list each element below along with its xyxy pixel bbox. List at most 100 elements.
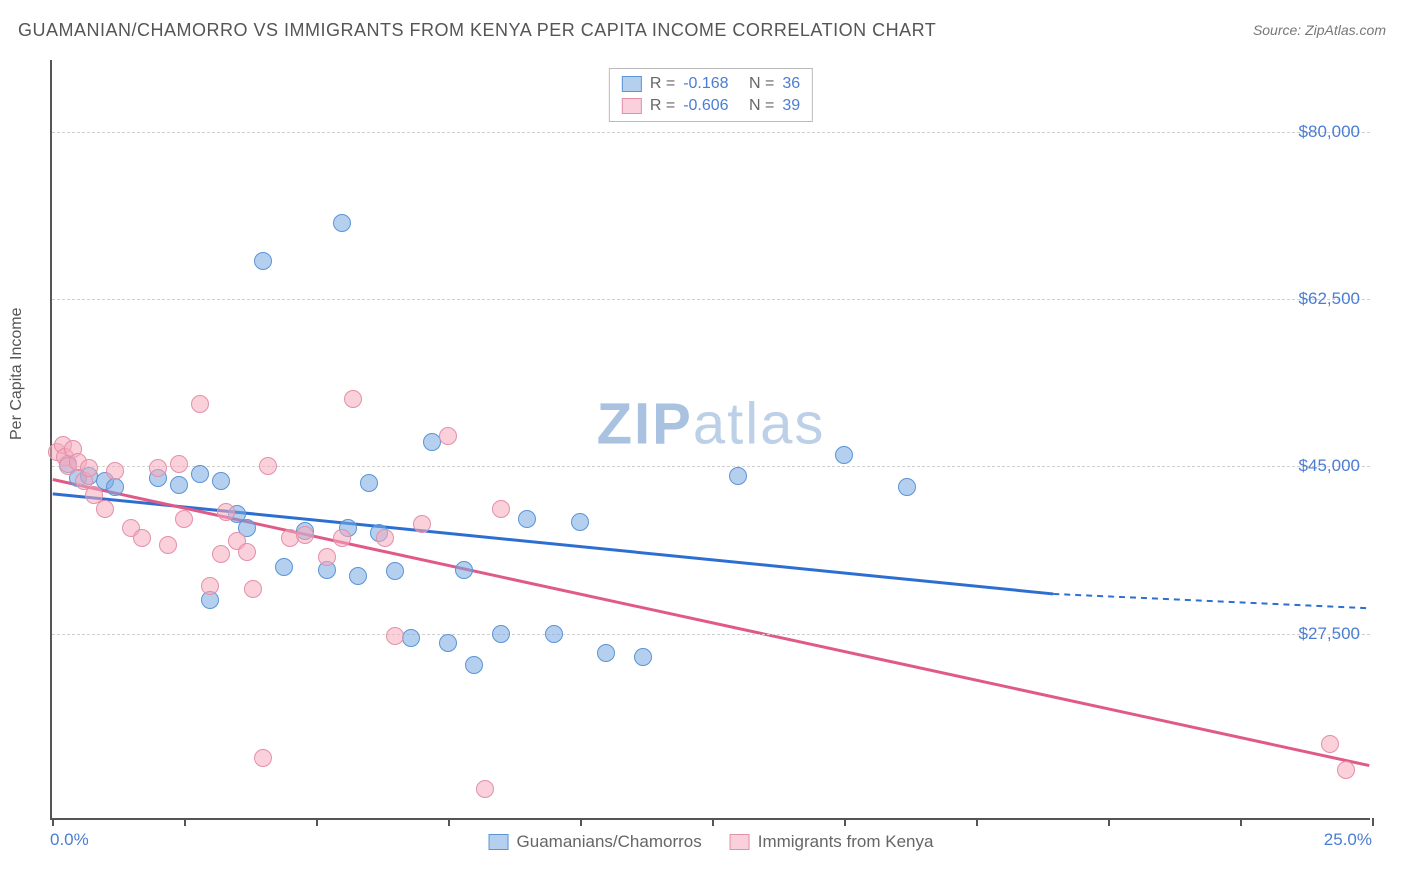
series-legend: Guamanians/Chamorros Immigrants from Ken… bbox=[489, 832, 934, 852]
data-point bbox=[318, 548, 336, 566]
legend-swatch-0 bbox=[622, 76, 642, 92]
y-tick-label: $62,500 bbox=[1299, 289, 1360, 309]
data-point bbox=[835, 446, 853, 464]
data-point bbox=[217, 503, 235, 521]
data-point bbox=[402, 629, 420, 647]
legend-swatch-1 bbox=[622, 98, 642, 114]
x-tick bbox=[844, 818, 846, 826]
data-point bbox=[254, 749, 272, 767]
legend-bottom-label-0: Guamanians/Chamorros bbox=[517, 832, 702, 852]
data-point bbox=[349, 567, 367, 585]
data-point bbox=[492, 625, 510, 643]
watermark-atlas: atlas bbox=[693, 391, 826, 456]
data-point bbox=[476, 780, 494, 798]
data-point bbox=[344, 390, 362, 408]
r-value-0: -0.168 bbox=[683, 73, 728, 95]
y-axis-label: Per Capita Income bbox=[8, 307, 26, 440]
plot-area: ZIPatlas R = -0.168 N = 36 R = -0.606 N … bbox=[50, 60, 1370, 820]
data-point bbox=[201, 577, 219, 595]
x-tick bbox=[1372, 818, 1374, 826]
data-point bbox=[1337, 761, 1355, 779]
data-point bbox=[191, 395, 209, 413]
data-point bbox=[333, 214, 351, 232]
legend-bottom-swatch-0 bbox=[489, 834, 509, 850]
data-point bbox=[413, 515, 431, 533]
data-point bbox=[455, 561, 473, 579]
legend-bottom-label-1: Immigrants from Kenya bbox=[758, 832, 934, 852]
data-point bbox=[376, 529, 394, 547]
data-point bbox=[597, 644, 615, 662]
data-point bbox=[238, 543, 256, 561]
n-value-0: 36 bbox=[782, 73, 800, 95]
data-point bbox=[212, 545, 230, 563]
data-point bbox=[634, 648, 652, 666]
legend-item-1: Immigrants from Kenya bbox=[730, 832, 934, 852]
legend-row-1: R = -0.606 N = 39 bbox=[622, 95, 800, 117]
data-point bbox=[275, 558, 293, 576]
x-tick bbox=[316, 818, 318, 826]
gridline bbox=[52, 466, 1370, 467]
r-label-0: R = bbox=[650, 73, 675, 95]
data-point bbox=[159, 536, 177, 554]
data-point bbox=[386, 627, 404, 645]
n-label-1: N = bbox=[749, 95, 774, 117]
data-point bbox=[96, 500, 114, 518]
data-point bbox=[80, 459, 98, 477]
data-point bbox=[170, 455, 188, 473]
legend-item-0: Guamanians/Chamorros bbox=[489, 832, 702, 852]
x-tick bbox=[448, 818, 450, 826]
correlation-legend: R = -0.168 N = 36 R = -0.606 N = 39 bbox=[609, 68, 813, 122]
data-point bbox=[259, 457, 277, 475]
data-point bbox=[492, 500, 510, 518]
data-point bbox=[465, 656, 483, 674]
x-tick bbox=[976, 818, 978, 826]
data-point bbox=[386, 562, 404, 580]
x-tick bbox=[712, 818, 714, 826]
data-point bbox=[149, 459, 167, 477]
data-point bbox=[244, 580, 262, 598]
gridline bbox=[52, 132, 1370, 133]
n-label-0: N = bbox=[749, 73, 774, 95]
gridline bbox=[52, 299, 1370, 300]
x-axis-min-label: 0.0% bbox=[50, 830, 89, 850]
data-point bbox=[254, 252, 272, 270]
data-point bbox=[545, 625, 563, 643]
x-tick bbox=[184, 818, 186, 826]
x-tick bbox=[1108, 818, 1110, 826]
r-label-1: R = bbox=[650, 95, 675, 117]
data-point bbox=[360, 474, 378, 492]
x-tick bbox=[580, 818, 582, 826]
legend-bottom-swatch-1 bbox=[730, 834, 750, 850]
data-point bbox=[191, 465, 209, 483]
data-point bbox=[439, 427, 457, 445]
watermark: ZIPatlas bbox=[597, 390, 826, 457]
y-tick-label: $45,000 bbox=[1299, 456, 1360, 476]
x-tick bbox=[52, 818, 54, 826]
data-point bbox=[1321, 735, 1339, 753]
source-attribution: Source: ZipAtlas.com bbox=[1253, 22, 1386, 38]
data-point bbox=[106, 478, 124, 496]
data-point bbox=[175, 510, 193, 528]
data-point bbox=[333, 529, 351, 547]
data-point bbox=[729, 467, 747, 485]
gridline bbox=[52, 634, 1370, 635]
data-point bbox=[439, 634, 457, 652]
data-point bbox=[571, 513, 589, 531]
data-point bbox=[518, 510, 536, 528]
trend-lines bbox=[52, 60, 1370, 818]
n-value-1: 39 bbox=[782, 95, 800, 117]
y-tick-label: $27,500 bbox=[1299, 624, 1360, 644]
data-point bbox=[898, 478, 916, 496]
x-axis-max-label: 25.0% bbox=[1324, 830, 1372, 850]
chart-title: GUAMANIAN/CHAMORRO VS IMMIGRANTS FROM KE… bbox=[18, 20, 936, 41]
chart-container: GUAMANIAN/CHAMORRO VS IMMIGRANTS FROM KE… bbox=[0, 0, 1406, 892]
data-point bbox=[106, 462, 124, 480]
data-point bbox=[133, 529, 151, 547]
legend-row-0: R = -0.168 N = 36 bbox=[622, 73, 800, 95]
y-tick-label: $80,000 bbox=[1299, 122, 1360, 142]
data-point bbox=[170, 476, 188, 494]
watermark-zip: ZIP bbox=[597, 391, 693, 456]
data-point bbox=[296, 526, 314, 544]
r-value-1: -0.606 bbox=[683, 95, 728, 117]
x-tick bbox=[1240, 818, 1242, 826]
